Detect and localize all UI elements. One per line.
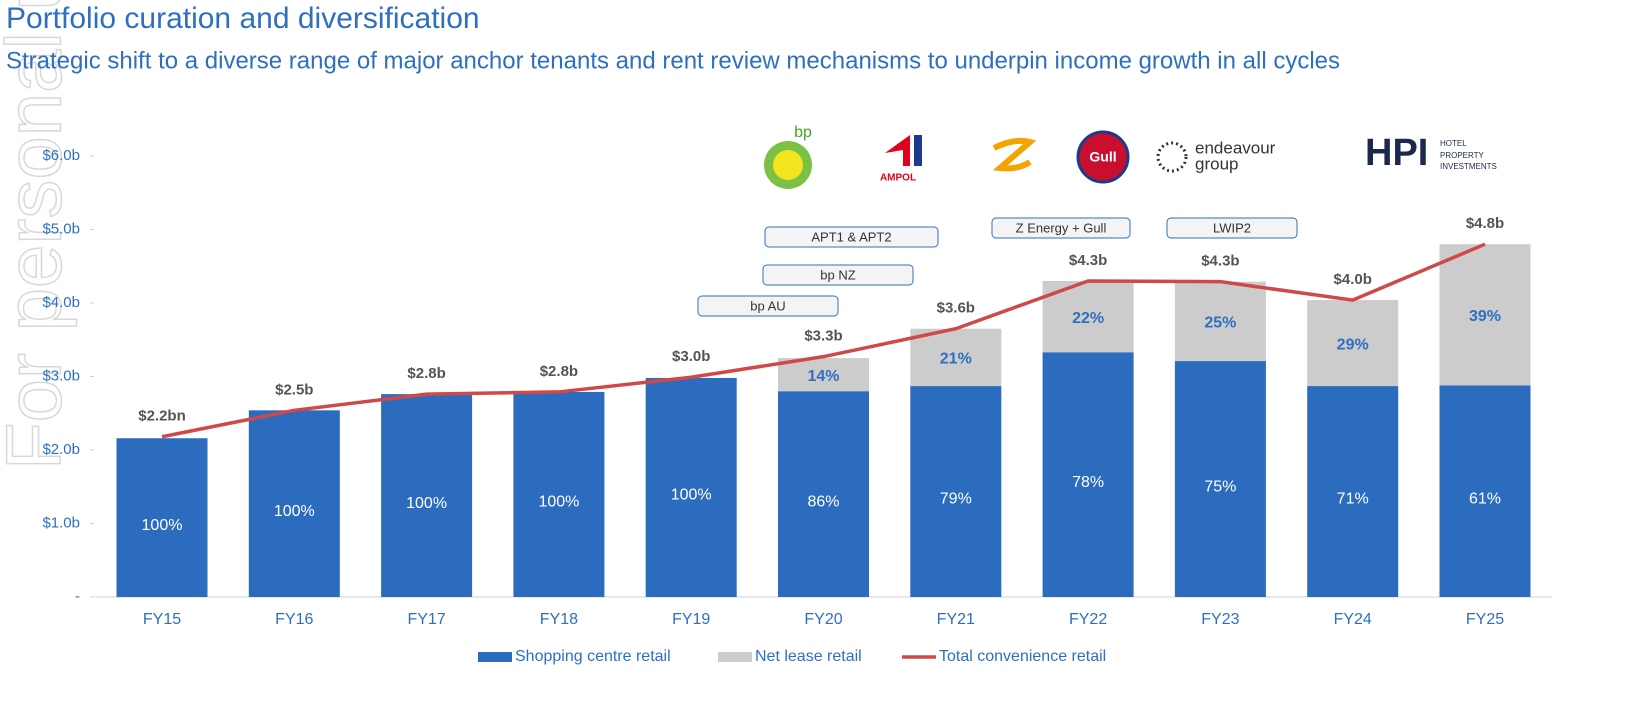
ampol-logo-bar — [914, 135, 922, 166]
x-tick-label: FY17 — [407, 611, 445, 628]
x-tick-label: FY25 — [1466, 611, 1504, 628]
bar-segment — [1174, 361, 1266, 597]
logo-text: INVESTMENTS — [1440, 162, 1497, 171]
legend-label: Shopping centre retail — [515, 648, 671, 665]
total-label: $2.8b — [540, 363, 578, 380]
logo-text: PROPERTY — [1440, 151, 1485, 160]
x-tick-label: FY23 — [1201, 611, 1239, 628]
share-label: 100% — [538, 494, 579, 511]
legend-label: Total convenience retail — [939, 648, 1106, 665]
bar-segment — [1439, 385, 1531, 597]
legend-label: Net lease retail — [755, 648, 862, 665]
endeavour-logo — [1156, 141, 1188, 173]
annotation: bp AU — [750, 298, 785, 313]
total-label: $4.8b — [1466, 215, 1504, 232]
x-tick-label: FY20 — [804, 611, 842, 628]
y-tick-label: $2.0b — [42, 441, 80, 458]
share-label: 100% — [142, 517, 183, 534]
annotation-box — [697, 295, 839, 317]
share-label: 14% — [807, 368, 839, 385]
annotation-box — [991, 217, 1131, 239]
total-label: $4.3b — [1201, 253, 1239, 270]
total-label: $3.3b — [804, 328, 842, 345]
watermark: For personal use only — [0, 0, 78, 470]
share-label: 100% — [671, 487, 712, 504]
y-tick-label: $6.0b — [42, 147, 80, 164]
line-series — [161, 242, 1486, 439]
bar-segment — [381, 394, 473, 597]
logo-text: endeavour — [1195, 138, 1276, 157]
total-label: $3.0b — [672, 348, 710, 365]
logo-text: Gull — [1089, 149, 1116, 165]
chart-subtitle: Strategic shift to a diverse range of ma… — [6, 47, 1340, 74]
share-label: 61% — [1469, 490, 1501, 507]
share-label: 79% — [940, 491, 972, 508]
logo-text: HOTEL — [1440, 139, 1467, 148]
annotation: bp NZ — [820, 267, 855, 282]
bar-segment — [116, 438, 208, 597]
logo-text: HPI — [1365, 132, 1428, 174]
bar-segment — [910, 386, 1002, 597]
z-logo — [992, 137, 1037, 172]
annotation: LWIP2 — [1213, 220, 1251, 235]
y-tick-label: $4.0b — [42, 294, 80, 311]
legend-swatch — [718, 652, 752, 662]
logos — [764, 130, 1188, 189]
x-tick-label: FY21 — [937, 611, 975, 628]
logo-text: group — [1195, 154, 1238, 173]
x-tick-label: FY22 — [1069, 611, 1107, 628]
gull-logo — [1076, 130, 1130, 184]
x-tick-label: FY24 — [1334, 611, 1372, 628]
bar-segment — [1307, 386, 1399, 597]
share-label: 29% — [1337, 336, 1369, 353]
x-tick-label: FY15 — [143, 611, 181, 628]
share-label: 25% — [1204, 315, 1236, 332]
share-label: 78% — [1072, 474, 1104, 491]
share-label: 100% — [274, 503, 315, 520]
bar-segment — [910, 328, 1002, 387]
share-label: 100% — [406, 495, 447, 512]
bar-segment — [778, 391, 869, 597]
logo-text: AMPOL — [880, 173, 916, 184]
annotation: APT1 & APT2 — [811, 229, 891, 244]
share-label: 21% — [940, 351, 972, 368]
total-label: $2.8b — [407, 365, 445, 382]
annotation: Z Energy + Gull — [1016, 220, 1107, 235]
total-label: $4.3b — [1069, 252, 1107, 269]
bar-segment — [778, 358, 869, 392]
y-tick-label: $3.0b — [42, 367, 80, 384]
bar-segment — [248, 410, 340, 597]
total-label: $3.6b — [937, 300, 975, 317]
total-label: $2.2bn — [138, 408, 186, 425]
x-tick-label: FY18 — [540, 611, 578, 628]
bar-segment — [1042, 352, 1134, 597]
share-label: 86% — [807, 493, 839, 510]
y-tick-label: $1.0b — [42, 514, 80, 531]
share-label: 22% — [1072, 310, 1104, 327]
annotation-box — [762, 264, 914, 286]
bar-segment — [1439, 244, 1531, 386]
total-label: $4.0b — [1334, 271, 1372, 288]
share-label: 39% — [1469, 308, 1501, 325]
logo-text: bp — [794, 124, 812, 141]
y-tick-label: $5.0b — [42, 220, 80, 237]
bar-segment — [1174, 281, 1266, 362]
annotation-box — [764, 226, 939, 248]
bp-logo-center — [773, 150, 803, 180]
bar-segment — [645, 377, 737, 597]
bar-segment — [513, 391, 605, 597]
x-tick-label: FY19 — [672, 611, 710, 628]
total-label: $2.5b — [275, 381, 313, 398]
ampol-logo — [885, 135, 910, 166]
share-label: 75% — [1204, 478, 1236, 495]
share-label: 71% — [1337, 491, 1369, 508]
chart-title: Portfolio curation and diversification — [6, 2, 480, 35]
x-tick-label: FY16 — [275, 611, 313, 628]
y-tick-label: - — [75, 588, 80, 605]
bar-segment — [1307, 300, 1399, 387]
annotation-box — [1166, 217, 1298, 239]
legend-swatch — [478, 652, 512, 662]
